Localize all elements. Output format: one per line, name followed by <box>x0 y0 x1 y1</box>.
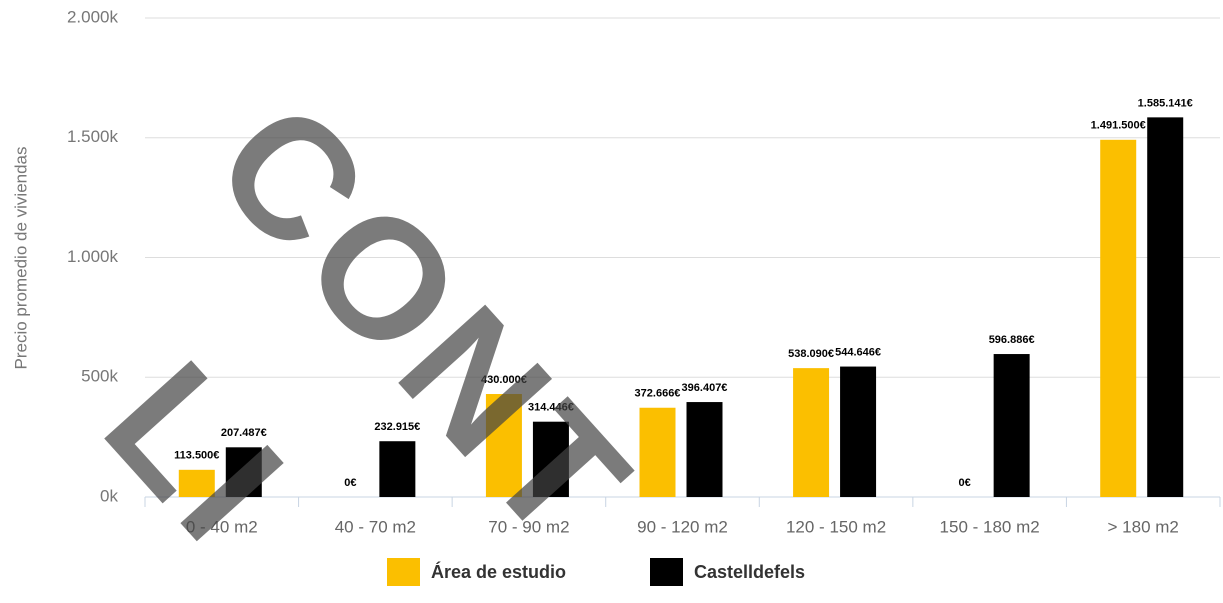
legend-swatch <box>387 558 420 586</box>
y-tick-label: 1.000k <box>67 247 119 266</box>
value-label: 430.000€ <box>481 374 527 386</box>
value-label: 207.487€ <box>221 427 267 439</box>
bar <box>178 469 215 497</box>
value-label: 232.915€ <box>374 421 420 433</box>
x-tick-label: 120 - 150 m2 <box>786 517 886 536</box>
value-label: 1.585.141€ <box>1138 97 1193 109</box>
bar <box>532 421 569 497</box>
value-label: 0€ <box>344 477 356 489</box>
bar <box>379 441 416 497</box>
y-tick-label: 1.500k <box>67 127 119 146</box>
y-tick-label: 0k <box>100 486 118 505</box>
value-label: 596.886€ <box>989 334 1035 346</box>
bar <box>639 407 676 497</box>
value-label: 544.646€ <box>835 346 881 358</box>
x-tick-label: 0 - 40 m2 <box>186 517 258 536</box>
value-label: 396.407€ <box>682 382 728 394</box>
value-label: 314.446€ <box>528 402 574 414</box>
legend-label: Castelldefels <box>694 562 805 582</box>
bar <box>686 402 723 497</box>
y-tick-label: 500k <box>81 367 118 386</box>
y-tick-label: 2.000k <box>67 7 119 26</box>
bar <box>485 394 522 497</box>
bar <box>1147 117 1184 497</box>
x-tick-label: 40 - 70 m2 <box>335 517 416 536</box>
legend-swatch <box>650 558 683 586</box>
x-tick-label: 70 - 90 m2 <box>488 517 569 536</box>
x-tick-label: > 180 m2 <box>1108 517 1179 536</box>
bar <box>840 366 877 497</box>
value-label: 538.090€ <box>788 348 834 360</box>
x-tick-label: 150 - 180 m2 <box>940 517 1040 536</box>
bar <box>225 447 262 497</box>
bar <box>793 368 830 497</box>
value-label: 113.500€ <box>174 450 219 462</box>
value-label: 0€ <box>959 477 971 489</box>
value-label: 1.491.500€ <box>1091 120 1146 132</box>
bar <box>993 354 1030 497</box>
value-label: 372.666€ <box>635 388 681 400</box>
x-tick-label: 90 - 120 m2 <box>637 517 728 536</box>
bar <box>1100 139 1137 497</box>
legend-label: Área de estudio <box>431 561 566 582</box>
y-axis-title: Precio promedio de viviendas <box>11 146 30 369</box>
